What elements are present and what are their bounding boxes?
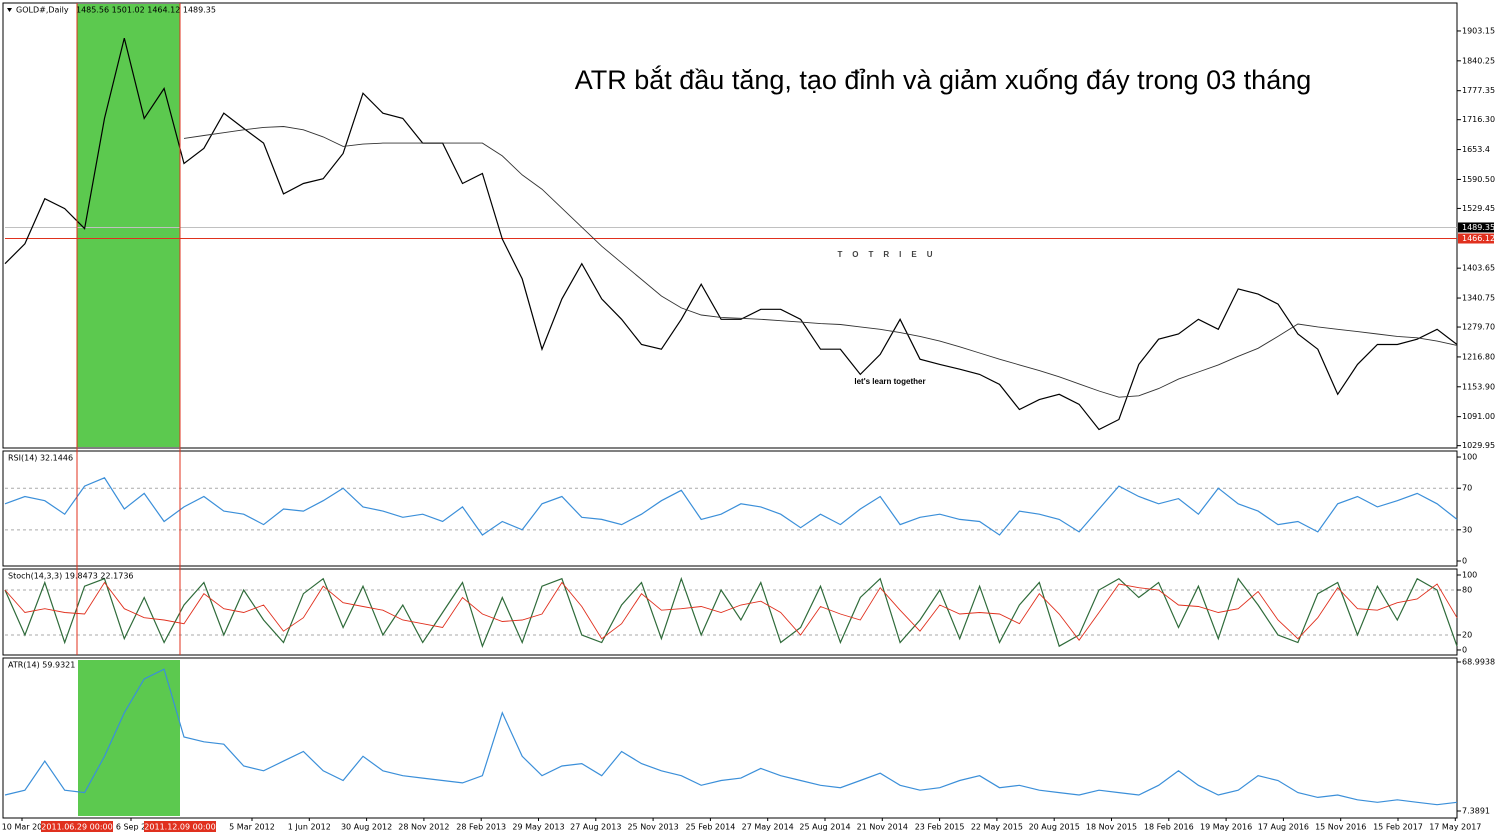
x-tick-label: 15 Feb 2017 [1373, 823, 1423, 832]
y-tick-label: 1653.4 [1462, 145, 1490, 154]
x-tick-label: 22 May 2015 [971, 823, 1023, 832]
pane-title: Stoch(14,3,3) 19.8473 22.1736 [8, 572, 134, 581]
y-tick-label: 0 [1462, 645, 1467, 654]
x-tick-label: 23 Feb 2015 [915, 823, 965, 832]
y-tick-label: 1403.65 [1462, 264, 1495, 273]
highlight-area [78, 660, 180, 816]
pane [2, 2, 1458, 449]
series-line [4, 477, 1458, 536]
y-tick-label: 68.9938 [1462, 658, 1495, 667]
x-tick-label: 28 Nov 2012 [398, 823, 449, 832]
x-tick-label: 20 Aug 2015 [1029, 823, 1080, 832]
pane [2, 568, 1458, 656]
y-tick-label: 80 [1462, 585, 1472, 594]
series-line [4, 581, 1458, 641]
x-tick-label: 10 Mar 20 [2, 823, 43, 832]
x-tick-label: 25 Aug 2014 [799, 823, 850, 832]
y-tick-label: 1903.15 [1462, 26, 1495, 35]
series-line [4, 576, 1458, 648]
x-tick-label: 27 Aug 2013 [570, 823, 621, 832]
pane-title: RSI(14) 32.1446 [8, 454, 73, 463]
x-tick-label: 18 Feb 2016 [1144, 823, 1194, 832]
date-box [41, 821, 113, 832]
x-tick-label: 27 May 2014 [742, 823, 794, 832]
y-tick-label: 7.3891 [1462, 806, 1490, 815]
date-label: 2011.06.29 00:00 [41, 823, 112, 832]
y-tick-label: 1840.25 [1462, 56, 1495, 65]
x-tick-label: 18 Nov 2015 [1086, 823, 1137, 832]
price-label: 1489.35 [1462, 223, 1495, 232]
y-tick-label: 1029.95 [1462, 441, 1495, 450]
pane-title: GOLD#,Daily [16, 6, 69, 15]
y-tick-label: 100 [1462, 453, 1477, 462]
y-tick-label: 1590.50 [1462, 175, 1495, 184]
pane-title: ATR(14) 59.9321 [8, 661, 75, 670]
y-tick-label: 70 [1462, 484, 1472, 493]
y-tick-label: 1279.70 [1462, 323, 1495, 332]
x-tick-label: 15 Nov 2016 [1315, 823, 1366, 832]
x-tick-label: 28 Feb 2013 [456, 823, 506, 832]
y-tick-label: 1153.90 [1462, 382, 1495, 391]
x-tick-label: 25 Nov 2013 [627, 823, 678, 832]
pane [2, 450, 1458, 567]
x-tick-label: 19 May 2016 [1200, 823, 1252, 832]
y-tick-label: 30 [1462, 525, 1472, 534]
x-tick-label: 30 Aug 2012 [341, 823, 392, 832]
ohlc: 1485.56 1501.02 1464.12 1489.35 [76, 6, 216, 15]
y-tick-label: 1216.80 [1462, 352, 1495, 361]
price-label: 1466.12 [1462, 234, 1495, 243]
date-label: 2011.12.09 00:00 [144, 823, 215, 832]
price-box [1458, 222, 1494, 233]
y-tick-label: 1091.00 [1462, 412, 1495, 421]
y-tick-label: 1716.30 [1462, 115, 1495, 124]
y-tick-label: 20 [1462, 630, 1472, 639]
x-tick-label: 21 Nov 2014 [857, 823, 908, 832]
x-tick-label: 17 May 2017 [1429, 823, 1481, 832]
annotation: ATR bắt đầu tăng, tạo đỉnh và giảm xuống… [575, 64, 1312, 95]
series-line [183, 126, 1458, 398]
series-line [4, 668, 1458, 806]
y-tick-label: 100 [1462, 570, 1477, 579]
x-tick-label: 1 Jun 2012 [288, 823, 331, 832]
x-tick-label: 5 Mar 2012 [229, 823, 275, 832]
watermark: TOTRIEU [838, 250, 943, 259]
x-tick-label: 25 Feb 2014 [686, 823, 736, 832]
date-box [144, 821, 216, 832]
y-tick-label: 1529.45 [1462, 204, 1495, 213]
menu-icon [7, 8, 12, 12]
series-line [4, 37, 1458, 431]
price-box [1458, 233, 1494, 244]
watermark-tagline: let's learn together [854, 377, 925, 386]
x-tick-label: 29 May 2013 [512, 823, 564, 832]
x-tick-label: 17 Aug 2016 [1258, 823, 1309, 832]
y-tick-label: 0 [1462, 557, 1467, 566]
y-tick-label: 1777.35 [1462, 86, 1495, 95]
x-tick-label: 6 Sep 2 [116, 823, 146, 832]
highlight-area [77, 4, 180, 447]
y-tick-label: 1340.75 [1462, 294, 1495, 303]
pane [2, 657, 1458, 819]
